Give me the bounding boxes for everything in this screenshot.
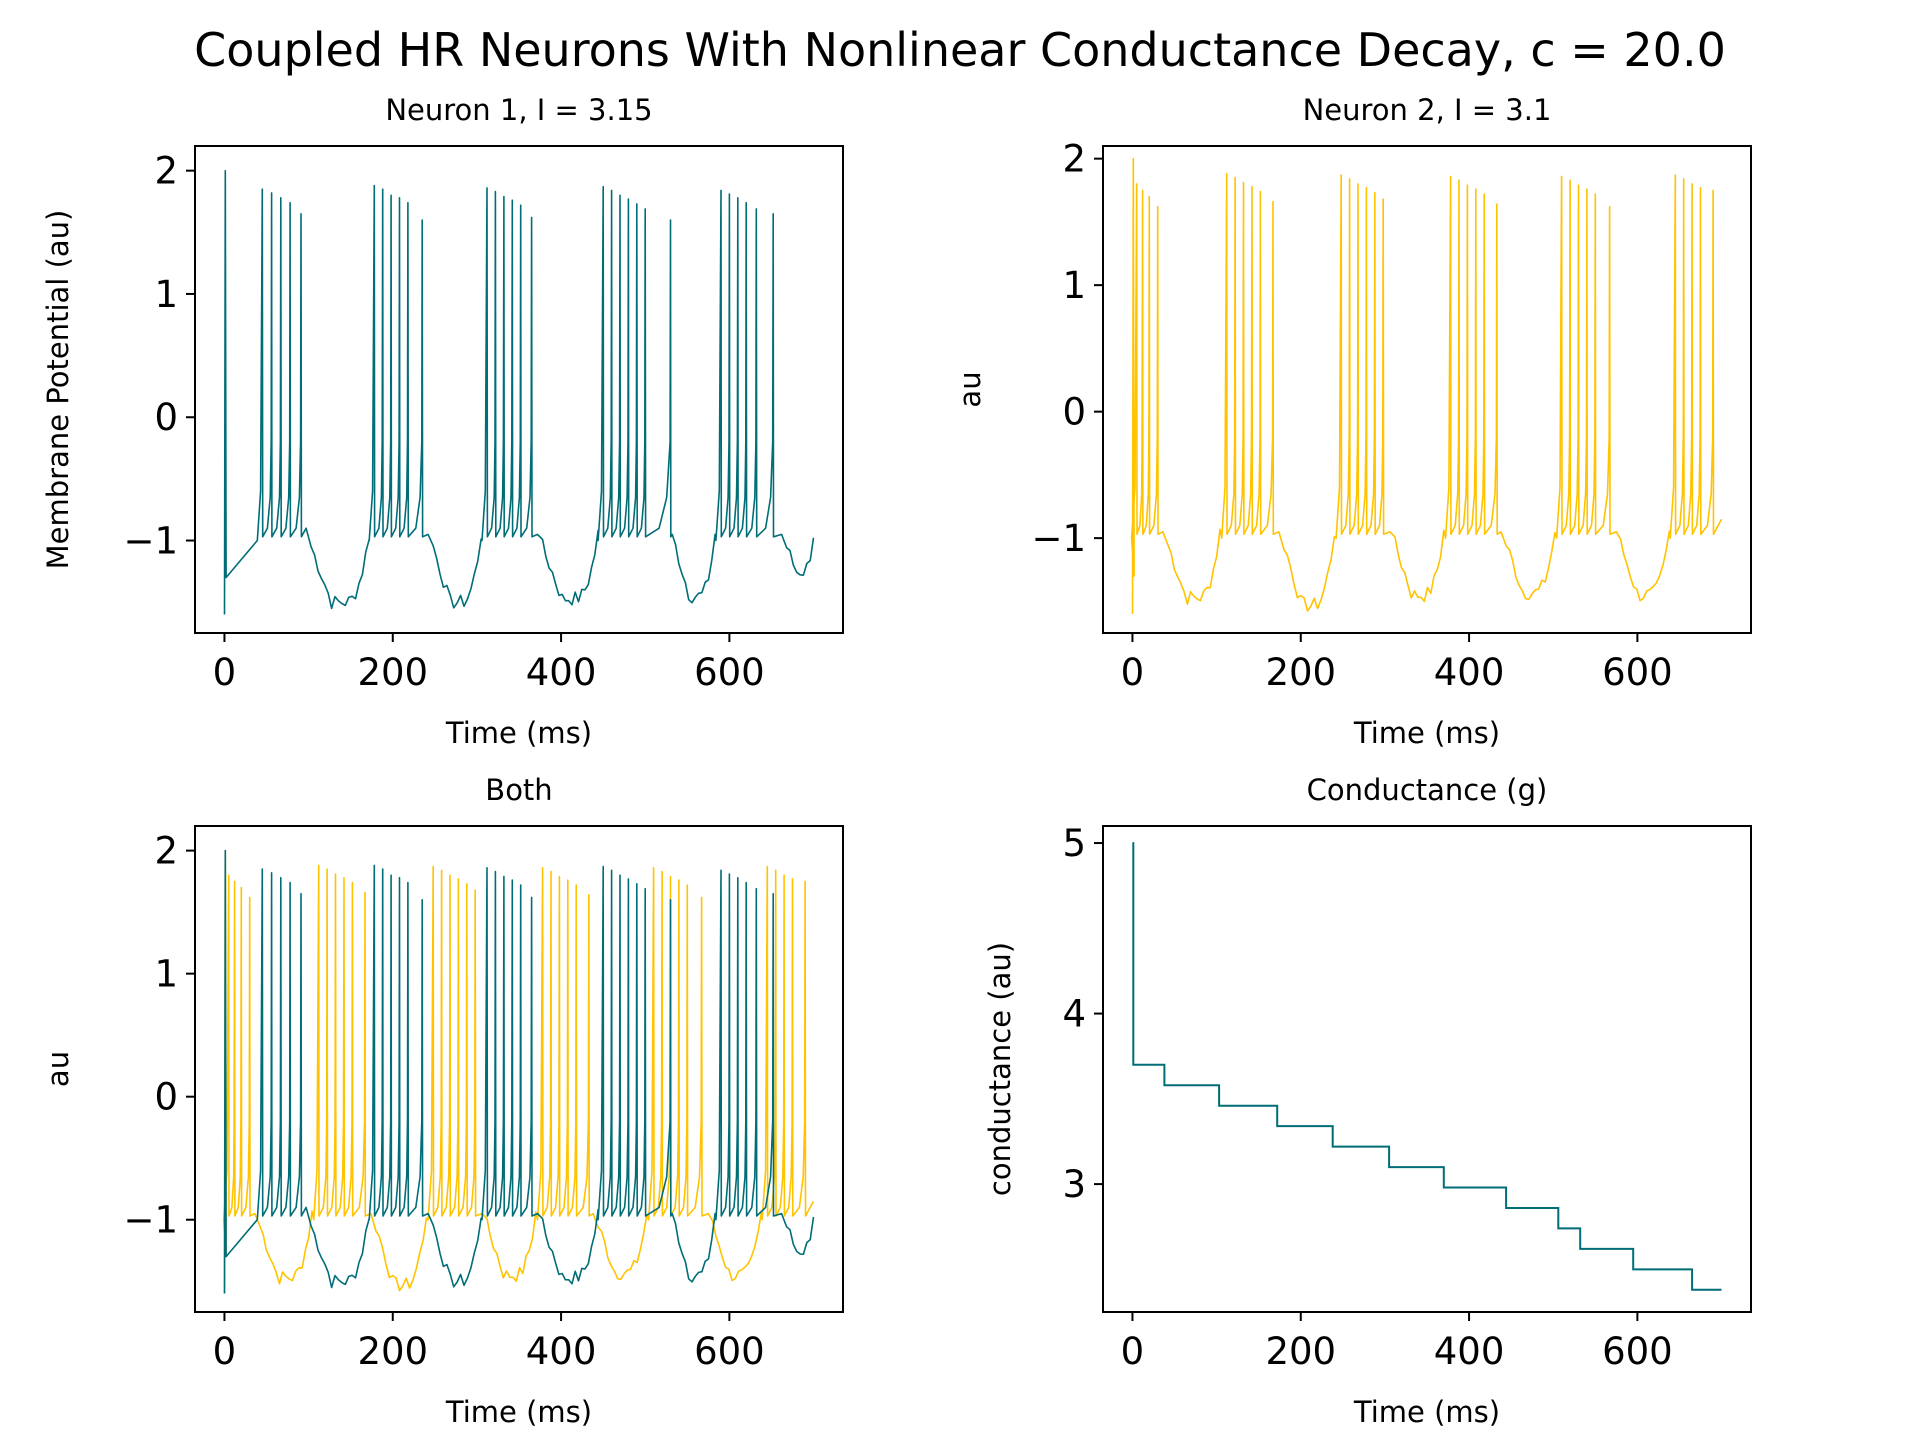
neuron2-trace [222, 849, 815, 1294]
x-axis-label: Time (ms) [1353, 716, 1500, 750]
x-axis-label: Time (ms) [445, 716, 592, 750]
x-tick-label: 0 [213, 1330, 237, 1373]
x-tick-label: 0 [213, 651, 237, 694]
neuron2-trace [1130, 157, 1723, 615]
x-tick-label: 400 [1434, 1330, 1505, 1373]
y-tick-label: 0 [154, 396, 178, 439]
x-axis-label: Time (ms) [1353, 1395, 1500, 1429]
y-tick-label: 1 [154, 953, 178, 996]
y-tick-label: 0 [154, 1076, 178, 1119]
y-tick-label: −1 [123, 520, 178, 563]
conductance-step-line [1132, 842, 1722, 1291]
axes-frame [1102, 145, 1752, 634]
x-tick-label: 400 [526, 1330, 597, 1373]
neuron1-trace [223, 849, 815, 1294]
x-tick-label: 0 [1121, 1330, 1145, 1373]
subplot-title: Both [485, 773, 552, 807]
subplot-title: Neuron 2, I = 3.1 [1303, 93, 1552, 127]
subplot-title: Conductance (g) [1307, 773, 1548, 807]
plot-area [1132, 842, 1722, 1291]
y-tick-label: 0 [1062, 391, 1086, 434]
figure-suptitle: Coupled HR Neurons With Nonlinear Conduc… [194, 23, 1726, 77]
x-tick-label: 400 [1434, 651, 1505, 694]
x-tick-label: 600 [694, 1330, 765, 1373]
y-tick-label: 4 [1062, 993, 1086, 1036]
y-tick-label: 1 [1062, 264, 1086, 307]
y-tick-label: 2 [1062, 138, 1086, 181]
x-tick-label: 200 [1265, 1330, 1336, 1373]
y-tick-label: 2 [154, 150, 178, 193]
y-axis-label: conductance (au) [983, 942, 1017, 1196]
axes-frame [194, 145, 844, 634]
x-tick-label: 200 [357, 1330, 428, 1373]
y-tick-label: −1 [1031, 517, 1086, 560]
y-tick-label: 3 [1062, 1163, 1086, 1206]
axes-frame [1102, 825, 1752, 1313]
y-axis-label: Membrane Potential (au) [41, 210, 75, 570]
plot-area [222, 849, 815, 1294]
x-tick-label: 600 [1602, 651, 1673, 694]
plot-area [1130, 157, 1723, 615]
x-tick-label: 200 [357, 651, 428, 694]
x-tick-label: 400 [526, 651, 597, 694]
plot-area [223, 169, 815, 615]
y-tick-label: −1 [123, 1199, 178, 1242]
y-axis-label: au [953, 371, 987, 407]
subplot-3: 0 200 400 600 −1 0 1 2 Both Time (ms) au [41, 773, 844, 1429]
y-axis-label: au [41, 1051, 75, 1087]
y-tick-label: 1 [154, 273, 178, 316]
y-tick-label: 2 [154, 830, 178, 873]
subplot-2: 0 200 400 600 −1 0 1 2 Neuron 2, I = 3.1 Time (ms… [953, 93, 1752, 750]
subplot-1: 0 200 400 600 −1 0 1 2 Neuron 1, I = 3.15 Time (m… [41, 93, 844, 750]
x-tick-label: 200 [1265, 651, 1336, 694]
y-tick-label: 5 [1062, 822, 1086, 865]
x-tick-label: 600 [694, 651, 765, 694]
subplot-4: 0 200 400 600 3 4 5 Conductance (g) Time (ms) con… [983, 773, 1752, 1429]
x-tick-label: 0 [1121, 651, 1145, 694]
axes-frame [194, 825, 844, 1313]
neuron1-trace [223, 169, 815, 615]
x-tick-label: 600 [1602, 1330, 1673, 1373]
x-axis-label: Time (ms) [445, 1395, 592, 1429]
subplot-title: Neuron 1, I = 3.15 [385, 93, 652, 127]
